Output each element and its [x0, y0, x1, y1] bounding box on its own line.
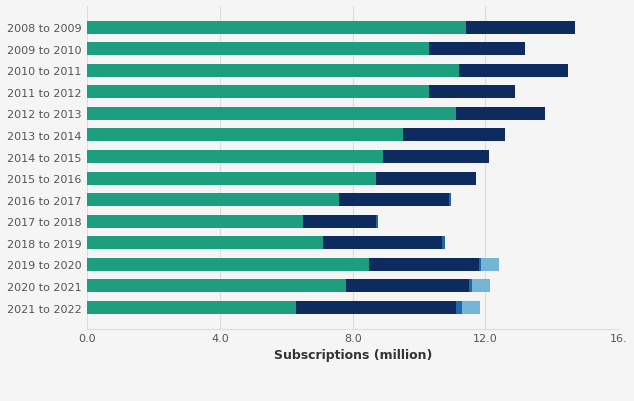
- Bar: [481, 258, 500, 271]
- Bar: [339, 194, 449, 207]
- Bar: [456, 107, 545, 121]
- Bar: [429, 43, 526, 56]
- Bar: [403, 129, 505, 142]
- Bar: [87, 237, 323, 250]
- Bar: [87, 86, 429, 99]
- Bar: [370, 258, 479, 271]
- Bar: [87, 258, 370, 271]
- Bar: [296, 301, 456, 314]
- Bar: [459, 65, 569, 77]
- Bar: [382, 151, 489, 164]
- Bar: [87, 215, 303, 228]
- Bar: [449, 194, 451, 207]
- Bar: [87, 107, 456, 121]
- X-axis label: Subscriptions (million): Subscriptions (million): [273, 348, 432, 361]
- Bar: [323, 237, 443, 250]
- Bar: [87, 172, 376, 185]
- Bar: [87, 22, 465, 34]
- Bar: [479, 258, 481, 271]
- Bar: [87, 301, 296, 314]
- Bar: [456, 301, 462, 314]
- Bar: [465, 22, 575, 34]
- Bar: [87, 65, 459, 77]
- Bar: [87, 194, 339, 207]
- Bar: [443, 237, 444, 250]
- Bar: [462, 301, 480, 314]
- Bar: [87, 129, 403, 142]
- Bar: [303, 215, 376, 228]
- Bar: [429, 86, 515, 99]
- Bar: [346, 280, 469, 293]
- Bar: [87, 43, 429, 56]
- Bar: [472, 280, 491, 293]
- Bar: [87, 151, 382, 164]
- Bar: [469, 280, 472, 293]
- Bar: [376, 215, 378, 228]
- Bar: [87, 280, 346, 293]
- Bar: [376, 172, 476, 185]
